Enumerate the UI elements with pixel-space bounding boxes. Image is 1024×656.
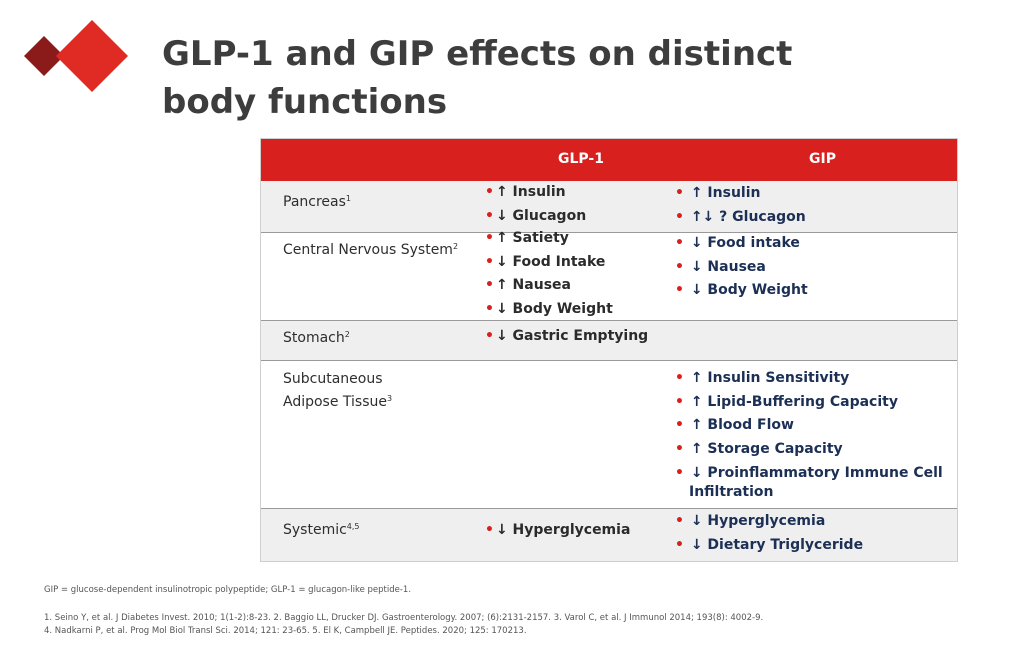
red-diamond-shape: [56, 20, 128, 92]
reference-sup: 2: [453, 242, 458, 251]
table-row-cns: Central Nervous System2 • ↑ Satiety • ↓ Fo…: [261, 233, 957, 321]
references-footnote: 1. Seino Y, et al. J Diabetes Invest. 20…: [44, 612, 944, 638]
list-item: • ↓ Hyperglycemia: [485, 519, 630, 543]
list-item: • ↓ Food Intake: [485, 251, 613, 275]
header-glp1: GLP-1: [558, 151, 604, 167]
glp1-cell: • ↓ Gastric Emptying: [485, 325, 648, 349]
table-row-stomach: Stomach2 • ↓ Gastric Emptying: [261, 321, 957, 361]
list-item: • ↑ Insulin Sensitivity: [675, 367, 959, 391]
abbreviation-footnote: GIP = glucose-dependent insulinotropic p…: [44, 584, 944, 597]
list-item: • ↓ Body Weight: [485, 298, 613, 322]
gip-cell: • ↓ Food intake • ↓ Nausea • ↓ Body Weig…: [675, 232, 808, 303]
list-item: • ↓ Proinflammatory Immune Cell Infiltra…: [675, 464, 959, 502]
page-title: GLP-1 and GIP effects on distinct body f…: [162, 30, 882, 126]
list-item: • ↑ Insulin: [675, 182, 806, 206]
list-item: • ↑ Blood Flow: [675, 414, 959, 438]
reference-sup: 4,5: [347, 522, 360, 531]
organ-name-line-1: Subcutaneous: [283, 371, 383, 387]
list-item: • ↑ Insulin: [485, 181, 586, 205]
list-item: • ↓ Glucagon: [485, 205, 586, 229]
list-item: • ↓ Food intake: [675, 232, 808, 256]
list-item: • ↑ Satiety: [485, 227, 613, 251]
title-line-2: body functions: [162, 78, 882, 126]
glp1-cell: • ↑ Satiety • ↓ Food Intake • ↑ Nausea • ↓ B…: [485, 227, 613, 321]
reference-sup: 2: [345, 330, 350, 339]
gip-cell: • ↓ Hyperglycemia • ↓ Dietary Triglyceri…: [675, 510, 863, 557]
organ-name: Central Nervous System: [283, 242, 453, 258]
gip-cell: • ↑ Insulin • ↑↓ ? Glucagon: [675, 182, 806, 229]
list-item: • ↑ Lipid-Buffering Capacity: [675, 391, 959, 415]
glp1-cell: • ↓ Hyperglycemia: [485, 519, 630, 543]
list-item: • ↑↓ ? Glucagon: [675, 206, 806, 230]
table-header: GLP-1 GIP: [261, 139, 957, 181]
list-item: • ↑ Storage Capacity: [675, 438, 959, 462]
glp1-cell: • ↑ Insulin • ↓ Glucagon: [485, 181, 586, 228]
organ-label: Stomach2: [283, 325, 483, 348]
list-item: • ↑ Nausea: [485, 274, 613, 298]
list-item: • ↓ Hyperglycemia: [675, 510, 863, 534]
table-row-systemic: Systemic4,5 • ↓ Hyperglycemia • ↓ Hypergl…: [261, 509, 957, 561]
list-item: • ↓ Nausea: [675, 256, 808, 280]
organ-label: Subcutaneous Adipose Tissue3: [283, 369, 483, 412]
references-line-2: 4. Nadkarni P, et al. Prog Mol Biol Tran…: [44, 625, 944, 638]
reference-sup: 1: [346, 194, 351, 203]
title-line-1: GLP-1 and GIP effects on distinct: [162, 30, 882, 78]
table-row-pancreas: Pancreas1 • ↑ Insulin • ↓ Glucagon • ↑ Ins…: [261, 181, 957, 233]
organ-name: Stomach: [283, 330, 345, 346]
list-item: • ↓ Dietary Triglyceride: [675, 534, 863, 558]
organ-label: Systemic4,5: [283, 517, 483, 540]
comparison-table: GLP-1 GIP Pancreas1 • ↑ Insulin • ↓ Glucag…: [260, 138, 958, 562]
reference-sup: 3: [387, 394, 392, 403]
list-item: • ↓ Body Weight: [675, 279, 808, 303]
list-item: • ↓ Gastric Emptying: [485, 325, 648, 349]
organ-name: Systemic: [283, 522, 347, 538]
references-line-1: 1. Seino Y, et al. J Diabetes Invest. 20…: [44, 612, 944, 625]
organ-name: Pancreas: [283, 194, 346, 210]
table-row-adipose: Subcutaneous Adipose Tissue3 • ↑ Insulin…: [261, 361, 957, 509]
organ-name-line-2: Adipose Tissue: [283, 394, 387, 410]
organ-label: Pancreas1: [283, 189, 483, 212]
gip-cell: • ↑ Insulin Sensitivity • ↑ Lipid-Buffer…: [675, 367, 959, 502]
header-gip: GIP: [809, 151, 836, 167]
organ-label: Central Nervous System2: [283, 237, 483, 260]
diamond-logo-icon: [20, 14, 136, 98]
